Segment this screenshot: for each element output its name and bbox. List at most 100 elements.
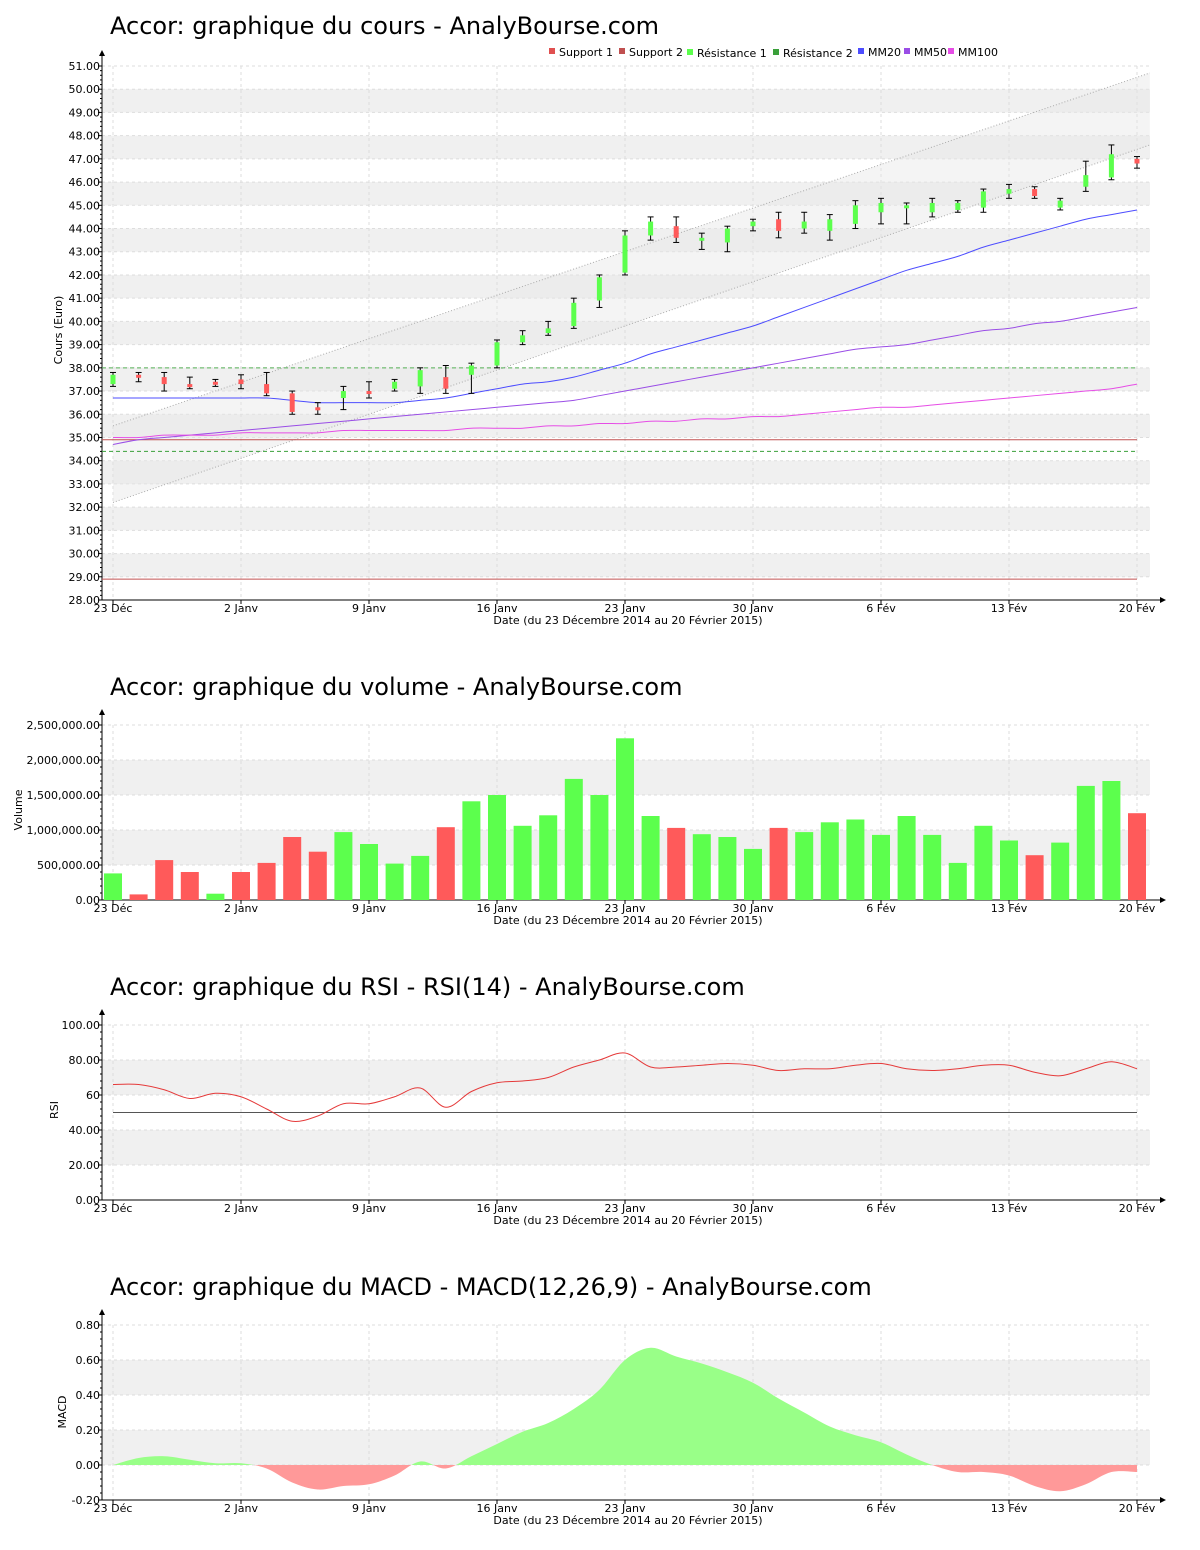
macd-x-tick-label: 20 Fév	[1119, 1502, 1156, 1515]
volume-bar	[257, 862, 276, 900]
volume-bar	[180, 872, 199, 900]
volume-bar	[411, 855, 430, 900]
price-x-tick-label: 9 Janv	[352, 602, 386, 615]
candle	[314, 402, 321, 415]
price-y-tick-label: 40.00	[69, 315, 101, 328]
volume-bar	[308, 851, 327, 900]
candle-body	[417, 370, 423, 387]
rsi-x-tick-label: 16 Janv	[477, 1202, 518, 1215]
candle-body	[699, 237, 705, 241]
volume-bar	[360, 844, 378, 900]
candle-body	[520, 335, 526, 343]
volume-y-axis-label: Volume	[12, 789, 25, 830]
candle	[724, 225, 731, 253]
volume-bar	[667, 827, 686, 900]
macd-x-tick-label: 23 Déc	[94, 1502, 133, 1515]
price-y-tick-label: 49.00	[69, 106, 101, 119]
price-y-tick-label: 34.00	[69, 455, 101, 468]
volume-bar	[948, 862, 967, 900]
volume-bar	[820, 822, 839, 900]
volume-bar	[104, 873, 122, 900]
price-y-tick-label: 37.00	[69, 385, 101, 398]
rsi-y-tick-label: 20.00	[69, 1159, 101, 1172]
rsi-x-tick-label: 6 Fév	[866, 1202, 896, 1215]
volume-bar	[1000, 840, 1018, 900]
macd-negative-area	[113, 1465, 1137, 1492]
candle-body	[904, 205, 910, 209]
volume-bar	[539, 815, 558, 900]
legend-mm20-swatch	[858, 48, 864, 54]
macd-y-axis-label: MACD	[56, 1396, 69, 1429]
price-y-tick-label: 36.00	[69, 408, 101, 421]
candle-body	[827, 219, 833, 231]
candle-body	[929, 202, 935, 213]
candle	[263, 371, 270, 397]
candle	[801, 211, 808, 234]
macd-y-tick-label: 0.20	[76, 1424, 101, 1437]
volume-bar	[283, 837, 302, 900]
volume-bar	[488, 795, 506, 900]
price-grid-band	[102, 182, 1150, 206]
volume-bar	[462, 801, 481, 900]
mm100-line	[112, 383, 1138, 439]
volume-x-tick-label: 30 Janv	[733, 902, 774, 915]
candle	[340, 385, 347, 411]
volume-x-tick-label: 20 Fév	[1119, 902, 1156, 915]
volume-bar	[206, 893, 225, 900]
macd-x-axis-label: Date (du 23 Décembre 2014 au 20 Février …	[493, 1514, 762, 1527]
candle	[622, 230, 628, 276]
volume-y-tick-label: 500,000.00	[37, 859, 100, 872]
candle-body	[673, 226, 679, 238]
legend-support-1-swatch	[549, 48, 555, 54]
price-legend: Support 1 Support 2 Résistance 1 Résista…	[549, 46, 998, 60]
candle	[519, 330, 526, 346]
price-grid-band	[102, 321, 1150, 345]
candle-body	[1134, 158, 1140, 164]
rsi-y-tick-label: 60	[86, 1089, 100, 1102]
legend-resistance-1: Résistance 1	[697, 47, 767, 60]
candle	[494, 339, 500, 369]
candle-body	[187, 384, 193, 388]
price-y-axis-label: Cours (Euro)	[52, 296, 65, 365]
candle	[186, 376, 193, 390]
price-y-tick-label: 32.00	[69, 501, 101, 514]
candle-body	[340, 391, 346, 399]
price-grid-band	[102, 553, 1150, 577]
price-y-tick-label: 46.00	[69, 176, 101, 189]
candle-body	[1057, 200, 1063, 208]
price-grid-band	[102, 135, 1150, 159]
volume-x-axis-label: Date (du 23 Décembre 2014 au 20 Février …	[493, 914, 762, 927]
macd-x-axis-arrow	[1160, 1497, 1166, 1503]
candle-body	[212, 381, 218, 385]
price-y-tick-label: 35.00	[69, 431, 101, 444]
rsi-x-tick-label: 9 Janv	[352, 1202, 386, 1215]
price-grid-band	[102, 414, 1150, 438]
macd-x-tick-label: 6 Fév	[866, 1502, 896, 1515]
rsi-grid-band	[102, 1130, 1150, 1165]
price-y-tick-label: 33.00	[69, 478, 101, 491]
volume-y-tick-label: 2,500,000.00	[27, 719, 100, 732]
candle	[673, 216, 680, 243]
volume-bar	[897, 816, 916, 900]
candle-body	[1108, 154, 1114, 178]
price-grid-band	[102, 274, 1150, 299]
volume-chart-title: Accor: graphique du volume - AnalyBourse…	[110, 673, 682, 701]
price-y-tick-label: 31.00	[69, 524, 101, 537]
rsi-chart: Accor: graphique du RSI - RSI(14) - Anal…	[48, 973, 1166, 1227]
price-x-tick-label: 30 Janv	[733, 602, 774, 615]
candle	[750, 218, 756, 232]
candle	[596, 274, 603, 308]
volume-x-tick-label: 16 Janv	[477, 902, 518, 915]
volume-bar	[385, 863, 404, 900]
candle	[135, 371, 142, 383]
macd-x-tick-label: 16 Janv	[477, 1502, 518, 1515]
volume-x-tick-label: 23 Janv	[605, 902, 646, 915]
candle-body	[110, 374, 116, 385]
volume-bar	[1102, 781, 1121, 900]
candle-body	[264, 384, 270, 394]
candle	[110, 371, 116, 387]
candle	[954, 200, 961, 213]
volume-chart: Accor: graphique du volume - AnalyBourse…	[12, 673, 1166, 927]
volume-bar	[129, 894, 148, 900]
